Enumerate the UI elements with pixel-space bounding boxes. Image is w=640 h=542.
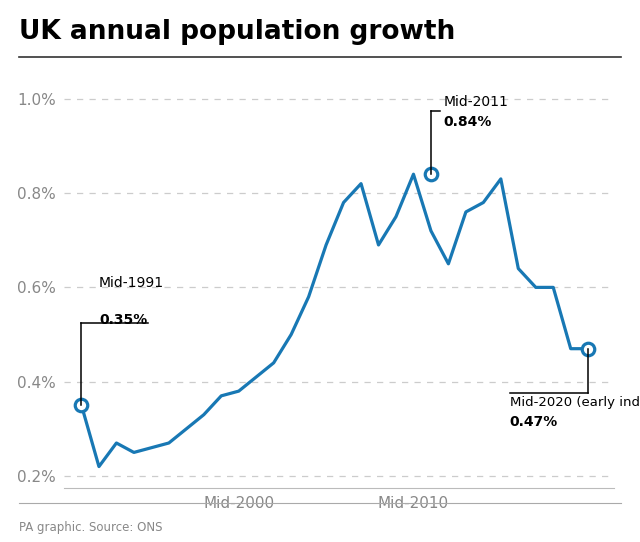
Text: 0.47%: 0.47% <box>509 415 558 429</box>
Text: Mid-2011: Mid-2011 <box>443 95 508 109</box>
Text: 0.84%: 0.84% <box>443 115 492 129</box>
Text: UK annual population growth: UK annual population growth <box>19 19 456 45</box>
Text: Mid-1991: Mid-1991 <box>99 276 164 290</box>
Text: Mid-2020 (early indicator): Mid-2020 (early indicator) <box>509 396 640 409</box>
Text: 0.35%: 0.35% <box>99 313 147 327</box>
Text: PA graphic. Source: ONS: PA graphic. Source: ONS <box>19 521 163 534</box>
